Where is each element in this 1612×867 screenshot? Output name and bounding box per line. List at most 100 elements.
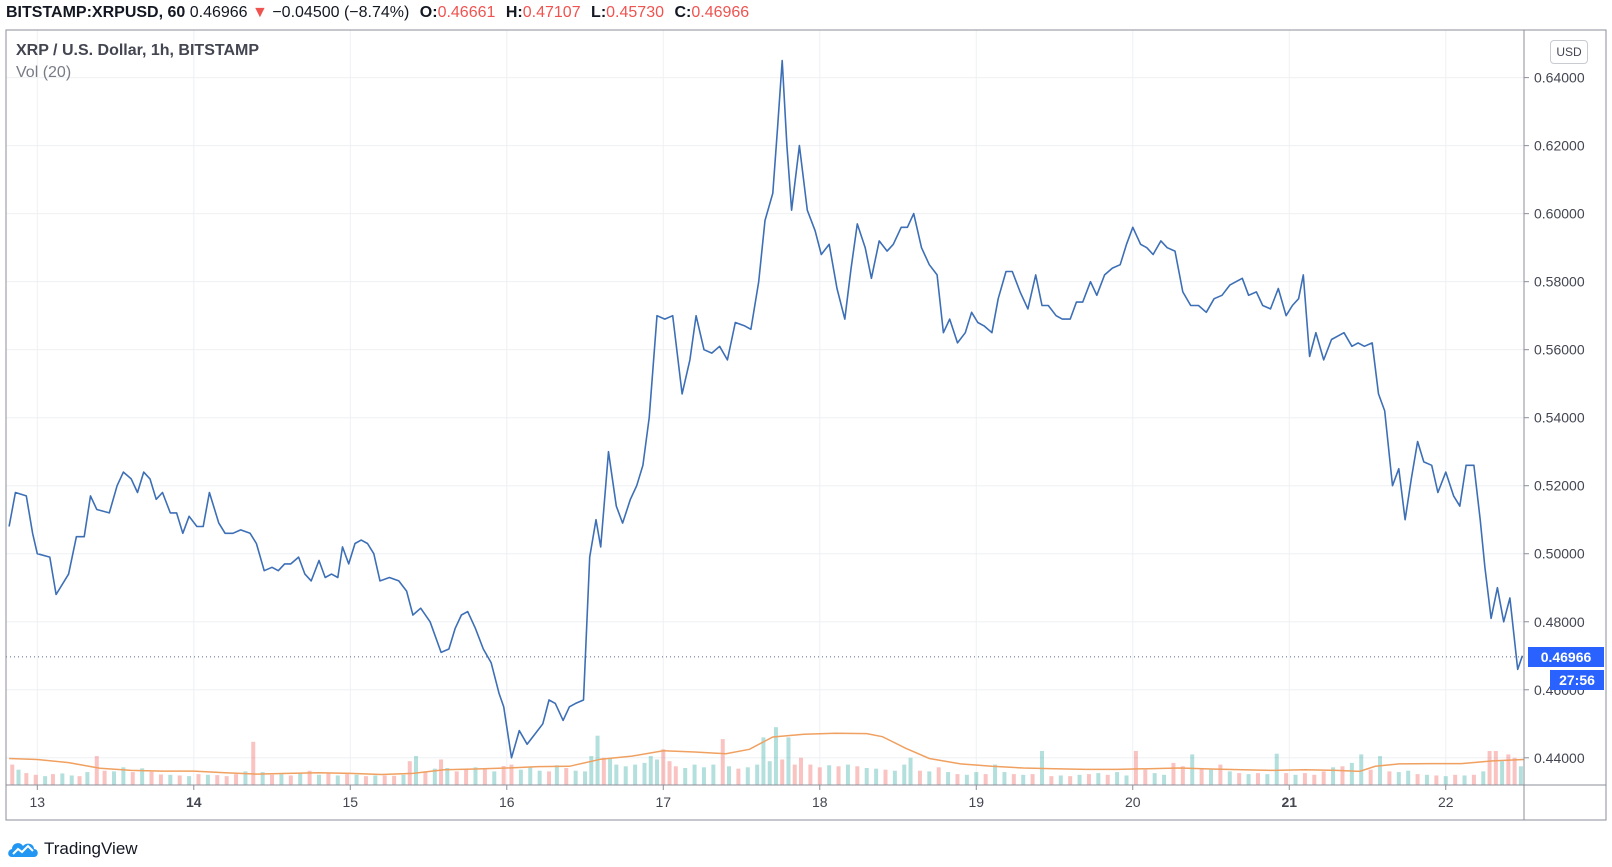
y-tick-label: 0.62000 bbox=[1534, 138, 1585, 154]
volume-bar bbox=[518, 769, 523, 785]
volume-bar bbox=[354, 774, 359, 785]
volume-bar bbox=[307, 770, 312, 785]
x-tick-label: 15 bbox=[342, 794, 358, 810]
volume-bar bbox=[1396, 772, 1401, 785]
x-tick-label: 14 bbox=[186, 794, 202, 810]
volume-bar bbox=[316, 774, 321, 785]
volume-bar bbox=[1218, 764, 1223, 785]
down-arrow-icon: ▼ bbox=[252, 4, 268, 21]
volume-bar bbox=[1115, 772, 1120, 785]
volume-bar bbox=[1340, 766, 1345, 785]
volume-bar bbox=[755, 764, 760, 785]
volume-bar bbox=[205, 774, 210, 785]
y-tick-label: 0.44000 bbox=[1534, 750, 1585, 766]
volume-bar bbox=[10, 764, 15, 785]
volume-bar bbox=[102, 770, 107, 785]
brand-name: TradingView bbox=[44, 839, 138, 858]
volume-bar bbox=[130, 772, 135, 785]
symbol-name[interactable]: BITSTAMP:XRPUSD, 60 bbox=[6, 4, 186, 21]
volume-ma-polyline bbox=[9, 732, 1525, 776]
volume-bar bbox=[473, 767, 478, 785]
volume-bar bbox=[917, 770, 922, 785]
x-tick-label: 22 bbox=[1438, 794, 1454, 810]
volume-bar bbox=[661, 749, 666, 785]
volume-bar bbox=[16, 769, 21, 785]
x-tick-label: 13 bbox=[30, 794, 46, 810]
volume-bar bbox=[1512, 757, 1517, 785]
volume-bars bbox=[10, 727, 1523, 785]
volume-bar bbox=[1237, 773, 1242, 785]
currency-button[interactable]: USD bbox=[1550, 40, 1588, 64]
grid-lines bbox=[6, 30, 1524, 785]
volume-bar bbox=[501, 765, 506, 785]
price-polyline bbox=[8, 59, 1524, 759]
volume-bar bbox=[1049, 776, 1054, 785]
symbol-header: BITSTAMP:XRPUSD, 60 0.46966 ▼ −0.04500 (… bbox=[6, 0, 749, 26]
volume-bar bbox=[964, 774, 969, 785]
volume-bar bbox=[1471, 774, 1476, 785]
x-tick-label: 18 bbox=[812, 794, 828, 810]
volume-bar bbox=[1152, 773, 1157, 785]
volume-bar bbox=[983, 774, 988, 785]
volume-bar bbox=[251, 741, 256, 785]
volume-bar bbox=[69, 775, 74, 785]
volume-bar bbox=[215, 775, 220, 785]
volume-bar bbox=[94, 756, 99, 785]
price-change: −0.04500 (−8.74%) bbox=[272, 4, 410, 21]
legend-volume[interactable]: Vol (20) bbox=[16, 64, 72, 81]
volume-bar bbox=[158, 774, 163, 785]
volume-bar bbox=[528, 767, 533, 785]
volume-bar bbox=[1124, 775, 1129, 785]
volume-bar bbox=[1133, 750, 1138, 785]
volume-bar bbox=[583, 771, 588, 785]
volume-bar bbox=[1030, 774, 1035, 785]
volume-bar bbox=[667, 761, 672, 785]
volume-bar bbox=[224, 776, 229, 785]
volume-bar bbox=[1058, 775, 1063, 785]
volume-bar bbox=[946, 772, 951, 785]
volume-bar bbox=[1180, 766, 1185, 785]
volume-bar bbox=[392, 775, 397, 785]
volume-bar bbox=[874, 768, 879, 785]
volume-bar bbox=[326, 773, 331, 785]
volume-bar bbox=[1246, 774, 1251, 785]
y-tick-label: 0.50000 bbox=[1534, 546, 1585, 562]
tradingview-logo[interactable]: TradingView bbox=[6, 838, 138, 860]
volume-bar bbox=[1487, 750, 1492, 785]
volume-bar bbox=[711, 764, 716, 785]
volume-bar bbox=[77, 776, 82, 785]
price-line bbox=[6, 59, 1524, 759]
volume-bar bbox=[1011, 774, 1016, 785]
volume-bar bbox=[745, 767, 750, 785]
volume-bar bbox=[1209, 769, 1214, 785]
volume-bar bbox=[1199, 768, 1204, 785]
x-tick-label: 16 bbox=[499, 794, 515, 810]
volume-bar bbox=[187, 776, 192, 785]
volume-bar bbox=[1077, 774, 1082, 785]
y-tick-label: 0.64000 bbox=[1534, 70, 1585, 86]
volume-bar bbox=[1406, 770, 1411, 785]
volume-bar bbox=[234, 774, 239, 785]
volume-bar bbox=[1105, 774, 1110, 785]
volume-bar bbox=[260, 772, 265, 785]
volume-bar bbox=[955, 774, 960, 785]
volume-bar bbox=[1096, 773, 1101, 785]
volume-bar bbox=[1506, 754, 1511, 785]
volume-bar bbox=[1274, 753, 1279, 785]
volume-bar bbox=[936, 767, 941, 785]
volume-bar bbox=[168, 774, 173, 785]
volume-bar bbox=[1312, 774, 1317, 785]
volume-bar bbox=[60, 773, 65, 785]
legend-title[interactable]: XRP / U.S. Dollar, 1h, BITSTAMP bbox=[16, 42, 260, 59]
volume-bar bbox=[196, 774, 201, 785]
volume-bar bbox=[633, 764, 638, 785]
last-price: 0.46966 bbox=[189, 4, 248, 21]
volume-bar bbox=[1368, 769, 1373, 785]
volume-bar bbox=[335, 775, 340, 785]
volume-bar bbox=[537, 770, 542, 785]
volume-bar bbox=[1349, 762, 1354, 785]
volume-bar bbox=[1255, 773, 1260, 785]
volume-bar bbox=[655, 759, 660, 785]
